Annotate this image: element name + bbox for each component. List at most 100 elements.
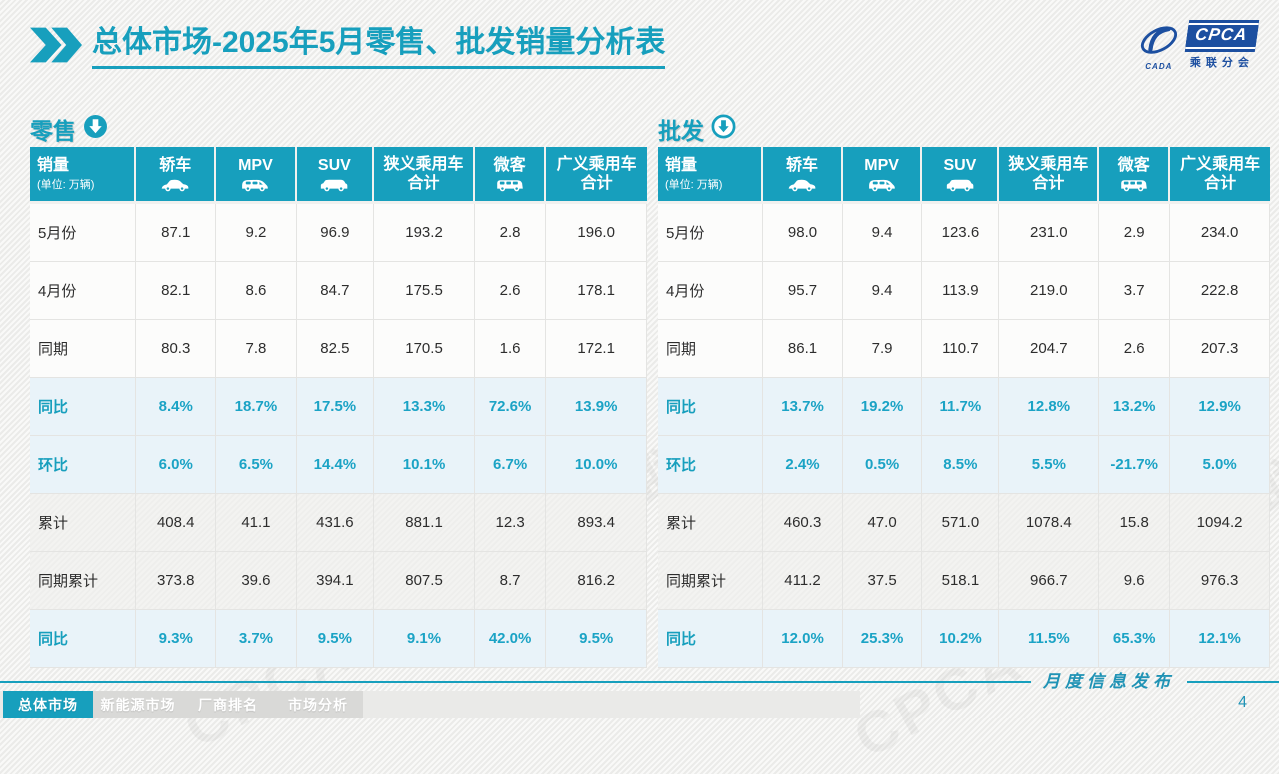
data-cell: 41.1 [216, 494, 297, 552]
data-cell: 966.7 [999, 552, 1100, 610]
data-cell: -21.7% [1099, 436, 1171, 494]
data-cell: 12.8% [999, 378, 1100, 436]
data-cell: 25.3% [842, 610, 923, 668]
nav-tab[interactable]: 新能源市场 [93, 691, 183, 718]
data-cell: 1094.2 [1170, 494, 1270, 552]
data-cell: 13.9% [546, 378, 647, 436]
data-cell: 13.2% [1099, 378, 1171, 436]
data-cell: 5.5% [999, 436, 1100, 494]
table-row: 同比 8.4% 18.7% 17.5% 13.3% 72.6% 13.9% [30, 378, 647, 436]
row-label: 同比 [30, 610, 137, 668]
data-cell: 881.1 [374, 494, 475, 552]
data-cell: 8.5% [922, 436, 1000, 494]
row-label: 4月份 [30, 262, 137, 320]
row-label: 同比 [658, 378, 764, 436]
data-cell: 9.5% [546, 610, 647, 668]
table-row: 4月份 95.7 9.4 113.9 219.0 3.7 222.8 [658, 262, 1270, 320]
row-label: 4月份 [658, 262, 764, 320]
data-cell: 3.7% [216, 610, 297, 668]
column-label: SUV [317, 157, 351, 175]
footer: 月度信息发布 总体市场 新能源市场 厂商排名 市场分析 4 [0, 672, 1279, 718]
data-cell: 431.6 [296, 494, 375, 552]
data-cell: 893.4 [546, 494, 647, 552]
data-cell: 84.7 [296, 262, 375, 320]
row-label: 5月份 [30, 204, 137, 262]
data-cell: 14.4% [296, 436, 375, 494]
publish-row: 月度信息发布 [0, 672, 1279, 692]
data-cell: 113.9 [922, 262, 1000, 320]
data-cell: 82.1 [136, 262, 217, 320]
data-cell: 571.0 [922, 494, 1000, 552]
wholesale-section-header: 批发 [658, 110, 1270, 147]
data-cell: 39.6 [216, 552, 297, 610]
data-cell: 8.4% [136, 378, 217, 436]
data-cell: 6.0% [136, 436, 217, 494]
column-label: 销量 [665, 156, 698, 174]
column-label: 广义乘用车 合计 [1180, 155, 1261, 192]
table-row: 同期 86.1 7.9 110.7 204.7 2.6 207.3 [658, 320, 1270, 378]
suv-icon [297, 177, 373, 192]
data-cell: 175.5 [374, 262, 475, 320]
data-cell: 170.5 [374, 320, 475, 378]
column-header-broad-total: 广义乘用车 合计 [546, 147, 647, 204]
column-header-narrow-total: 狭义乘用车 合计 [374, 147, 475, 204]
nav-tab[interactable]: 市场分析 [273, 691, 363, 718]
data-cell: 82.5 [296, 320, 375, 378]
sedan-icon [763, 177, 841, 192]
table-row: 同比 13.7% 19.2% 11.7% 12.8% 13.2% 12.9% [658, 378, 1270, 436]
data-cell: 0.5% [842, 436, 923, 494]
column-header-mpv: MPV [216, 147, 297, 204]
table-row: 同期累计 373.8 39.6 394.1 807.5 8.7 816.2 [30, 552, 647, 610]
data-cell: 2.6 [1099, 320, 1171, 378]
data-cell: 123.6 [922, 204, 1000, 262]
row-label: 累计 [658, 494, 764, 552]
data-cell: 8.7 [474, 552, 547, 610]
data-cell: 86.1 [763, 320, 843, 378]
sedan-icon [136, 177, 214, 192]
retail-section-header: 零售 [30, 110, 647, 147]
wholesale-section-title: 批发 [658, 117, 704, 144]
data-cell: 17.5% [296, 378, 375, 436]
table-row: 5月份 98.0 9.4 123.6 231.0 2.9 234.0 [658, 204, 1270, 262]
row-label: 同期 [658, 320, 764, 378]
data-cell: 2.9 [1099, 204, 1171, 262]
data-cell: 5.0% [1170, 436, 1270, 494]
data-cell: 9.5% [296, 610, 375, 668]
nav-tab[interactable]: 厂商排名 [183, 691, 273, 718]
data-cell: 9.2 [216, 204, 297, 262]
column-header-suv: SUV [922, 147, 1000, 204]
data-cell: 394.1 [296, 552, 375, 610]
data-cell: 172.1 [546, 320, 647, 378]
microvan-icon [1099, 177, 1168, 192]
data-cell: 72.6% [474, 378, 547, 436]
row-label: 同比 [658, 610, 764, 668]
bottom-bar: 总体市场 新能源市场 厂商排名 市场分析 4 [0, 691, 1279, 718]
suv-icon [922, 177, 997, 192]
column-label: 轿车 [786, 157, 819, 175]
data-cell: 222.8 [1170, 262, 1270, 320]
column-label: 狭义乘用车 合计 [383, 155, 464, 192]
column-label: SUV [943, 157, 977, 175]
data-cell: 231.0 [999, 204, 1100, 262]
data-cell: 87.1 [136, 204, 217, 262]
column-header-microvan: 微客 [1099, 147, 1171, 204]
data-cell: 80.3 [136, 320, 217, 378]
double-chevron-icon [30, 27, 82, 68]
arrow-down-outline-icon [711, 114, 736, 144]
data-cell: 12.1% [1170, 610, 1270, 668]
data-cell: 9.1% [374, 610, 475, 668]
arrow-down-filled-icon [83, 114, 108, 144]
data-cell: 196.0 [546, 204, 647, 262]
data-cell: 3.7 [1099, 262, 1171, 320]
data-cell: 47.0 [842, 494, 923, 552]
data-cell: 976.3 [1170, 552, 1270, 610]
nav-tab[interactable]: 总体市场 [3, 691, 93, 718]
column-label: 轿车 [159, 157, 192, 175]
row-label: 环比 [658, 436, 764, 494]
column-label: 微客 [1117, 157, 1150, 175]
data-cell: 12.0% [763, 610, 843, 668]
retail-section-title: 零售 [30, 117, 76, 144]
cpca-swoosh-icon: CADA [1137, 22, 1181, 71]
data-cell: 204.7 [999, 320, 1100, 378]
page-title: 总体市场-2025年5月零售、批发销量分析表 [92, 26, 666, 69]
